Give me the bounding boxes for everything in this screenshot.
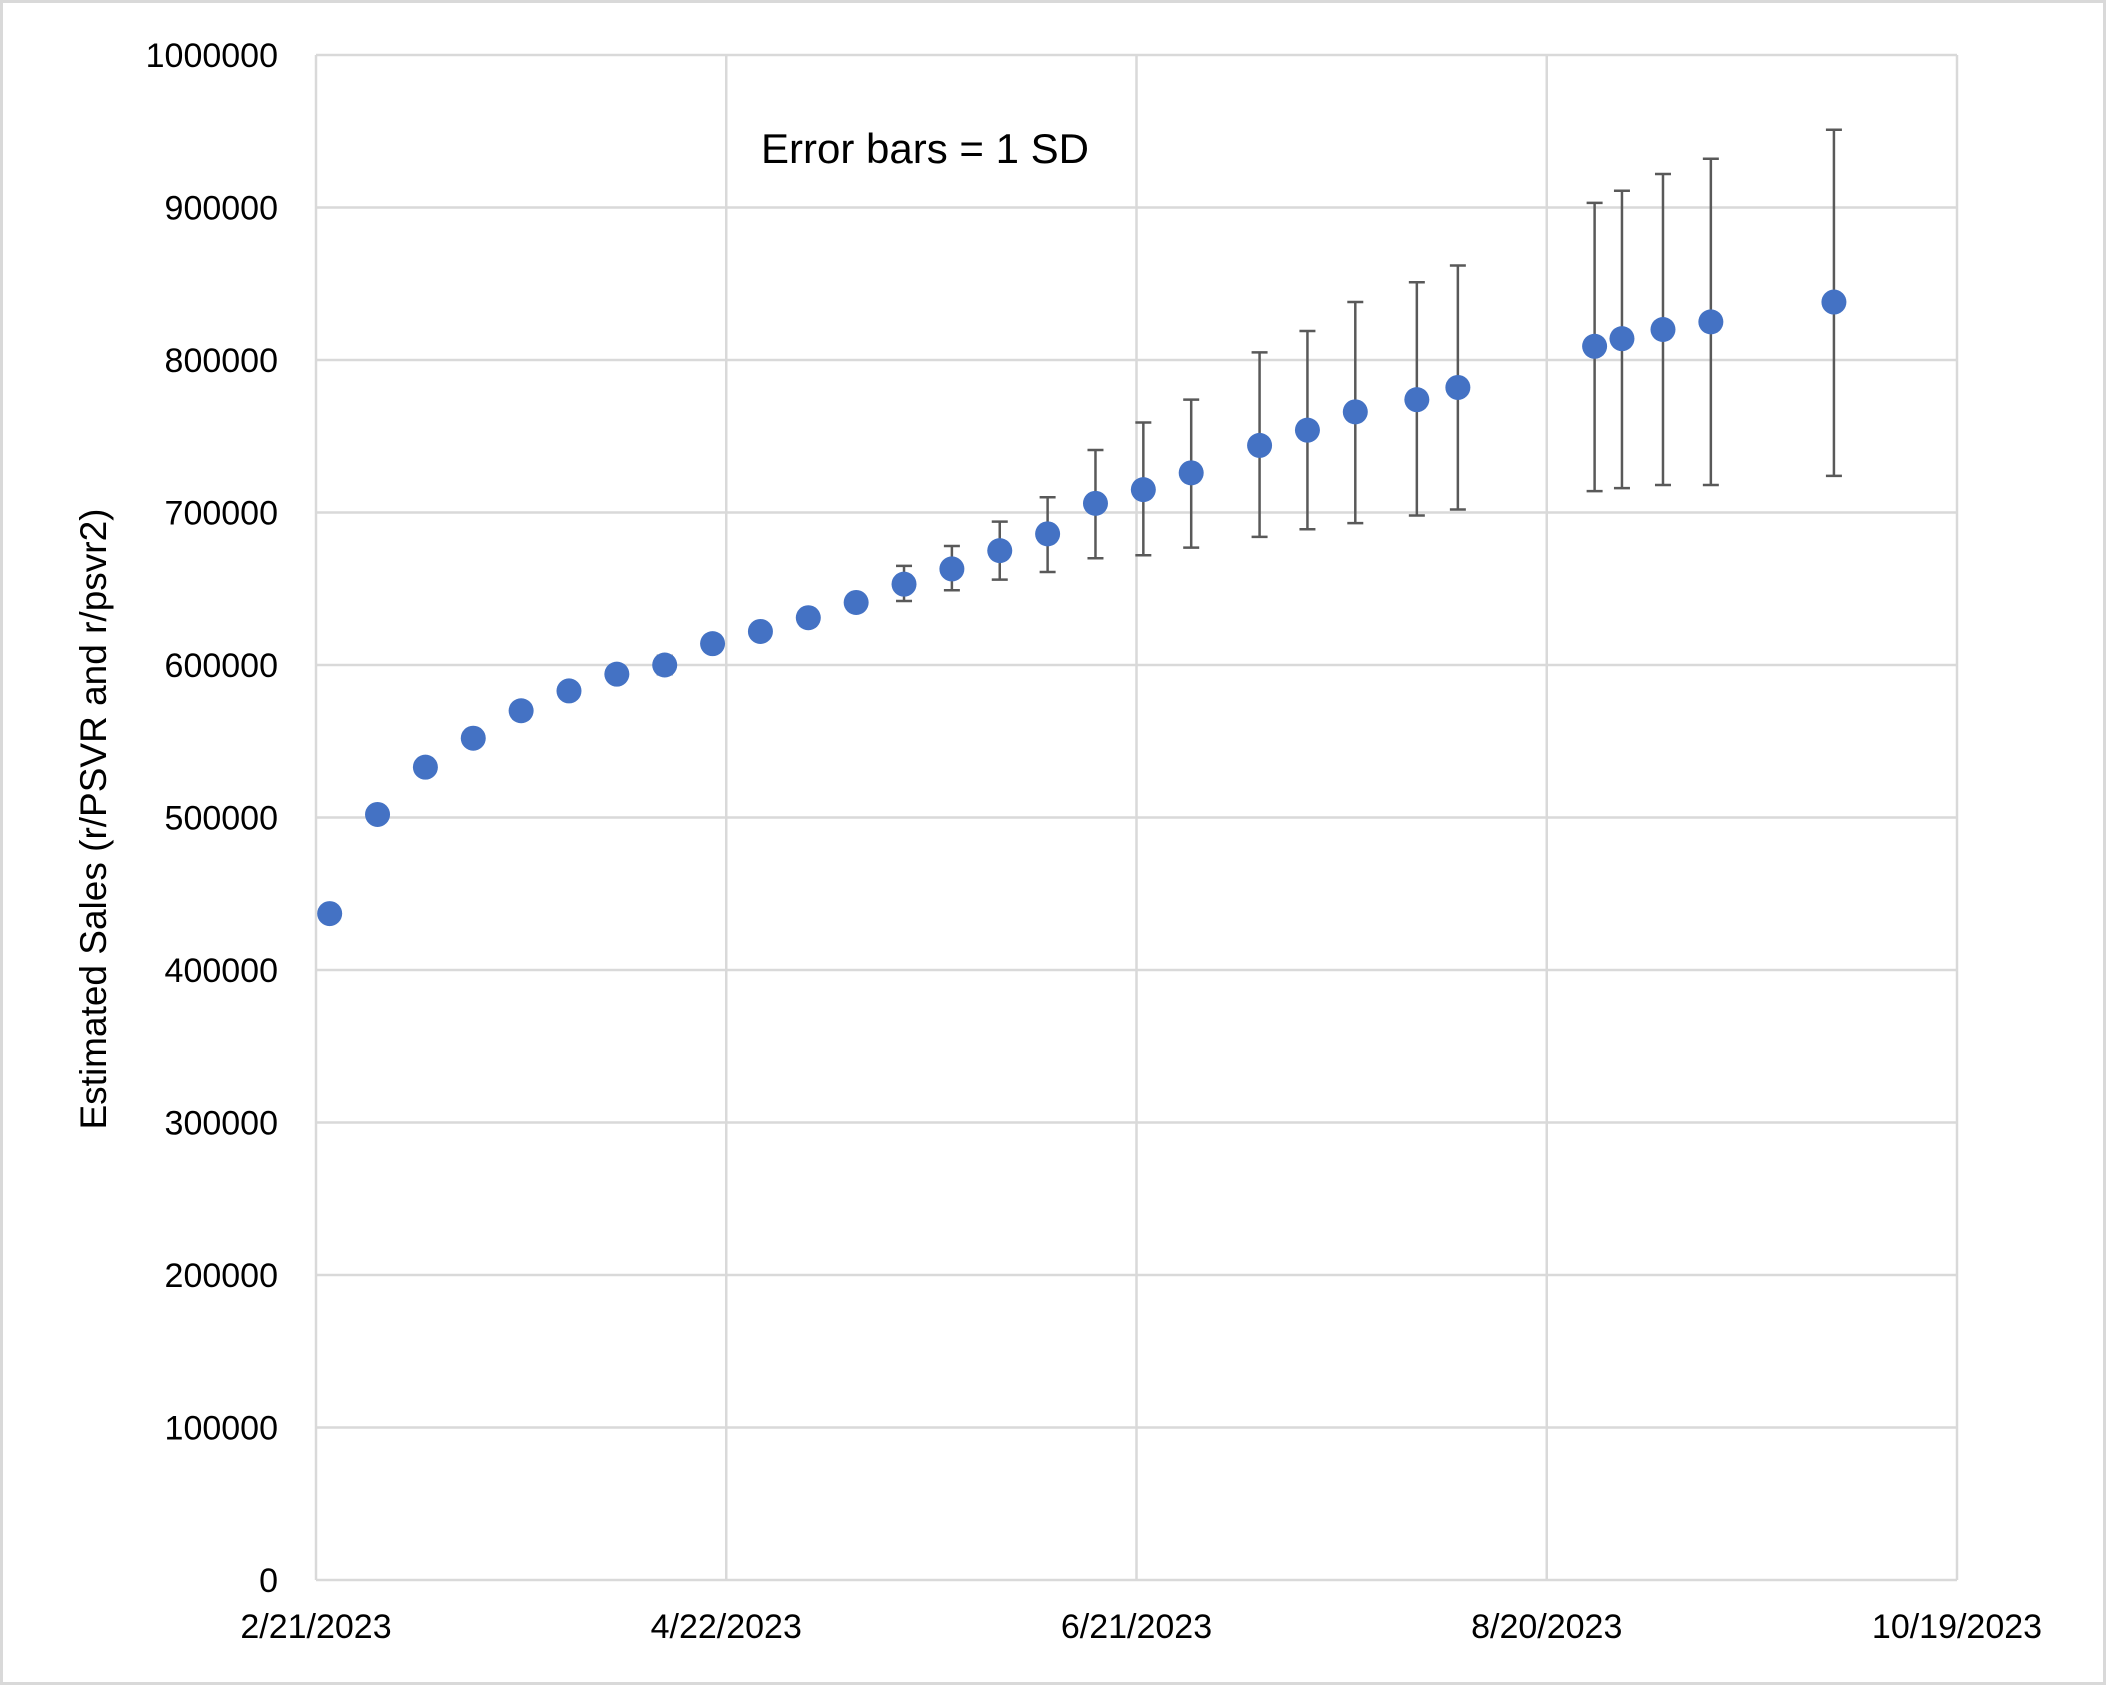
data-point <box>1247 432 1273 458</box>
data-point <box>508 698 534 724</box>
error-bar-annotation: Error bars = 1 SD <box>761 125 1089 172</box>
data-point <box>1821 289 1847 315</box>
data-point <box>1445 374 1471 400</box>
y-tick-label: 500000 <box>165 800 278 838</box>
data-point <box>1178 460 1204 486</box>
data-point <box>700 631 726 657</box>
y-tick-label: 400000 <box>165 952 278 990</box>
y-tick-label: 200000 <box>165 1257 278 1295</box>
grid-lines <box>314 53 1959 1582</box>
y-tick-label: 700000 <box>165 495 278 533</box>
data-point <box>604 661 630 687</box>
data-point <box>460 725 486 751</box>
data-point <box>1650 317 1676 342</box>
y-tick-label: 0 <box>259 1562 278 1600</box>
x-tick-label: 10/19/2023 <box>1872 1608 2042 1646</box>
error-bars <box>656 128 1842 676</box>
y-axis-tick-labels: 0 100000 200000 300000 400000 500000 600000 700… <box>146 37 278 1600</box>
data-point <box>747 618 773 644</box>
data-point <box>1609 326 1635 352</box>
data-point <box>1582 333 1608 359</box>
data-point <box>412 754 438 780</box>
data-point <box>1404 387 1430 413</box>
x-tick-label: 2/21/2023 <box>240 1608 391 1646</box>
x-tick-label: 8/20/2023 <box>1471 1608 1622 1646</box>
data-point <box>317 901 343 927</box>
data-point <box>1130 477 1156 503</box>
data-point <box>1082 490 1108 516</box>
y-tick-label: 600000 <box>165 647 278 685</box>
scatter-chart: 0 100000 200000 300000 400000 500000 600000 700… <box>73 37 2042 1646</box>
y-tick-label: 100000 <box>165 1410 278 1448</box>
y-tick-label: 900000 <box>165 190 278 228</box>
y-tick-label: 800000 <box>165 342 278 380</box>
y-axis-title: Estimated Sales (r/PSVR and r/psvr2) <box>73 509 114 1130</box>
data-point <box>987 538 1013 564</box>
data-point <box>843 589 869 615</box>
x-tick-label: 4/22/2023 <box>651 1608 802 1646</box>
data-points <box>317 289 1847 927</box>
data-point <box>795 605 821 631</box>
data-point <box>365 801 391 827</box>
data-point <box>1698 309 1724 335</box>
y-tick-label: 1000000 <box>146 37 278 75</box>
data-point <box>891 571 917 597</box>
data-point <box>939 556 965 582</box>
x-tick-label: 6/21/2023 <box>1061 1608 1212 1646</box>
data-point <box>1294 417 1320 443</box>
y-tick-label: 300000 <box>165 1105 278 1143</box>
data-point <box>556 678 582 704</box>
x-axis-tick-labels: 2/21/2023 4/22/2023 6/21/2023 8/20/2023 10/1… <box>240 1608 2042 1646</box>
data-point <box>1035 521 1061 547</box>
data-point <box>1342 399 1368 425</box>
data-point <box>652 652 678 678</box>
